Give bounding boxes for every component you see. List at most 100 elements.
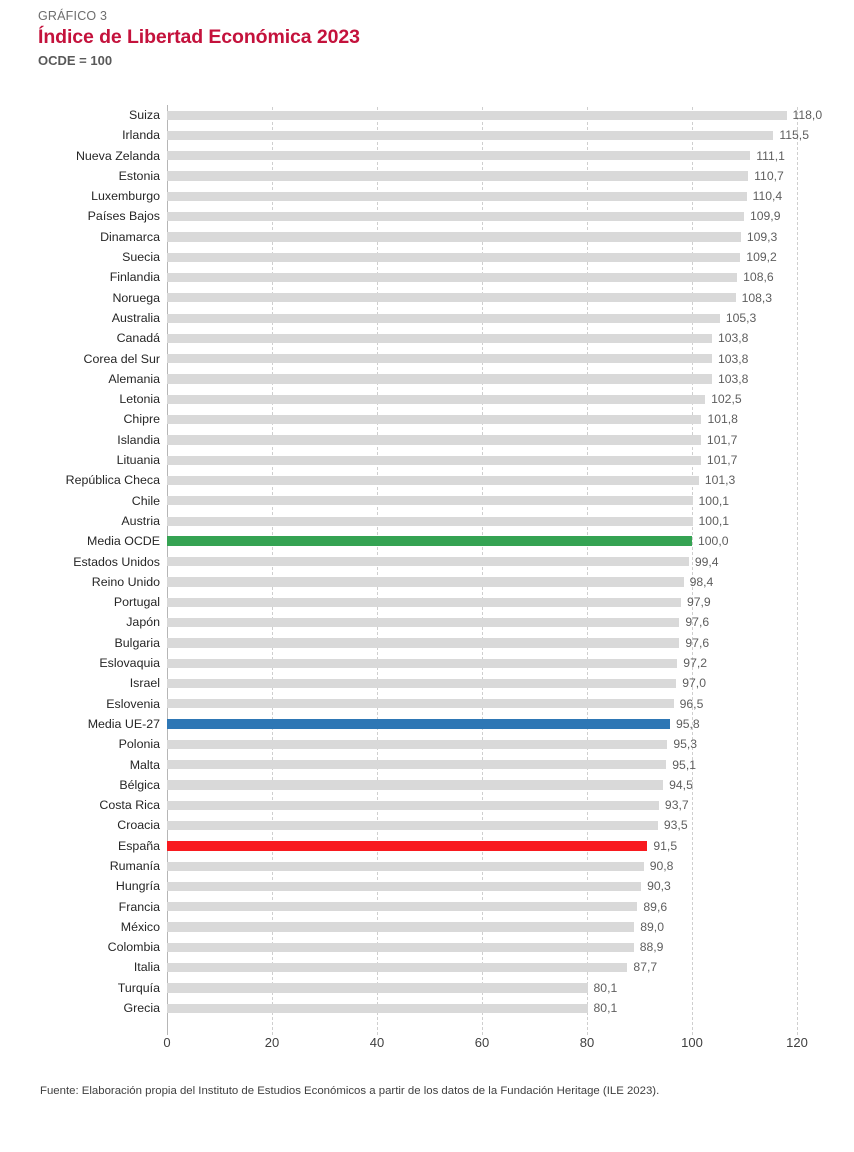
bar-row: Austria 100,1 [0,511,854,531]
bar-track: 100,1 [167,491,854,511]
value-label: 93,7 [664,798,689,813]
bar [167,1003,588,1013]
bar [167,252,741,262]
bar-row: Chipre 101,8 [0,409,854,429]
x-axis: 0 20 40 60 80 100 120 [0,1035,854,1059]
bar-track: 110,4 [167,186,854,206]
value-label: 111,1 [756,148,785,163]
bar-row: Chile 100,1 [0,491,854,511]
bar-row: República Checa 101,3 [0,470,854,490]
value-label: 101,7 [706,453,738,468]
category-label: Corea del Sur [83,351,160,366]
bar-row: Croacia 93,5 [0,815,854,835]
bar-track: 109,9 [167,206,854,226]
chart-header: GRÁFICO 3 Índice de Libertad Económica 2… [38,8,798,70]
bar-row: Malta 95,1 [0,755,854,775]
bar-row: Suecia 109,2 [0,247,854,267]
bar-track: 100,1 [167,511,854,531]
category-label: Eslovenia [106,696,160,711]
category-label: Noruega [112,290,160,305]
value-label: 97,6 [685,635,710,650]
value-label: 108,3 [741,290,773,305]
bar [167,597,681,607]
category-label: Costa Rica [99,798,160,813]
bar-row: Suiza 118,0 [0,105,854,125]
chart-gridlines [0,105,854,1035]
category-label: Colombia [107,940,160,955]
bar [167,496,693,506]
value-label: 94,5 [669,777,693,792]
bar [167,557,689,567]
bar [167,455,701,465]
bar-track: 97,6 [167,612,854,632]
bar-track: 103,8 [167,369,854,389]
bar-track: 93,5 [167,815,854,835]
source-note: Fuente: Elaboración propia del Instituto… [40,1085,660,1097]
bar-track: 90,3 [167,876,854,896]
category-label: España [117,838,160,853]
bar-row: Polonia 95,3 [0,734,854,754]
value-label: 90,8 [649,858,674,873]
bar [167,800,659,810]
bar-highlighted [167,719,670,730]
gridline [692,107,693,1035]
bar [167,983,588,993]
bar [167,415,702,425]
value-label: 90,3 [647,879,671,894]
bar-row: Israel 97,0 [0,673,854,693]
bar [167,212,744,222]
value-label: 97,0 [682,676,706,691]
value-label: 80,1 [593,1001,618,1016]
bar-track: 108,6 [167,267,854,287]
category-label: Nueva Zelanda [75,148,160,163]
bar [167,313,720,323]
gridline [797,107,798,1035]
x-axis-tick-label: 100 [681,1035,703,1050]
category-label: Japón [126,615,160,630]
category-label: Francia [118,899,160,914]
bar [167,760,667,770]
bar-track: 99,4 [167,552,854,572]
bar [167,881,642,892]
bar-row: Estonia 110,7 [0,166,854,186]
bar-track: 101,3 [167,470,854,490]
value-label: 100,1 [698,493,730,508]
value-label: 101,3 [704,473,736,488]
bar [167,272,738,283]
axis-line [167,105,168,1035]
bar-track: 91,5 [167,836,854,856]
bar-track: 87,7 [167,957,854,977]
category-label: Grecia [123,1001,161,1016]
bar-chart-plot-area: Suiza 118,0 Irlanda 115,5 Nueva Zelanda 111,1… [0,105,854,1035]
value-label: 118,0 [792,108,823,122]
category-label: Países Bajos [87,209,160,224]
bar [167,942,634,952]
bar [167,110,787,120]
category-label: Reino Unido [91,574,160,589]
bar [167,232,741,242]
value-label: 88,9 [639,940,664,955]
x-axis-tick-label: 20 [264,1035,280,1050]
bar [167,739,668,749]
category-label: Australia [111,310,160,325]
category-label: Austria [121,513,160,528]
bar-track: 102,5 [167,389,854,409]
value-label: 103,8 [717,331,749,346]
bar-row: Turquía 80,1 [0,978,854,998]
category-label: Bélgica [119,777,160,792]
bar-track: 101,7 [167,430,854,450]
bar-track: 80,1 [167,978,854,998]
value-label: 93,5 [663,818,688,833]
value-label: 89,6 [643,899,668,914]
bar [167,861,644,871]
bar [167,171,749,181]
bar-row: Bélgica 94,5 [0,775,854,795]
category-label: Italia [133,960,160,975]
x-axis-tick-label: 120 [786,1035,808,1050]
value-label: 101,8 [707,412,738,427]
category-label: Finlandia [109,270,160,285]
bar [167,963,628,973]
bar-row: Luxemburgo 110,4 [0,186,854,206]
bar-track: 118,0 [167,105,854,125]
x-axis-tick-label: 80 [579,1035,595,1050]
